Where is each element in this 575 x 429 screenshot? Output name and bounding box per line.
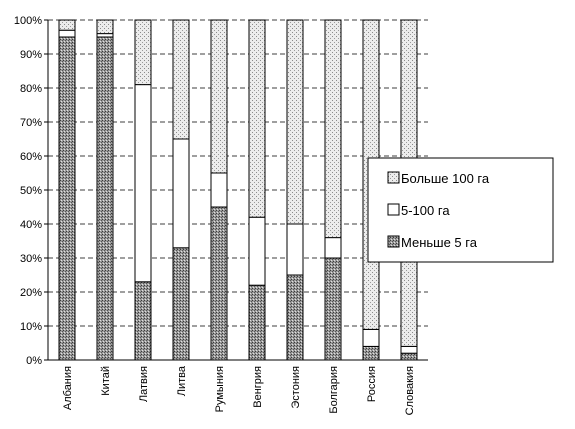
y-tick-label: 0% bbox=[26, 355, 42, 367]
bar-white-segment bbox=[362, 328, 380, 347]
bar-light-segment bbox=[286, 19, 304, 225]
x-tick-label: Латвия bbox=[138, 366, 150, 402]
bar-dark-segment bbox=[134, 281, 152, 361]
legend-label: 5-100 га bbox=[401, 203, 450, 218]
legend-swatch bbox=[387, 235, 400, 248]
bar-light-segment bbox=[172, 19, 190, 140]
axes: 0% 10% 20% 30% 40% 50% 60% 70% 80% 90% 100% Албания… bbox=[14, 15, 428, 415]
x-tick-label: Венгрия bbox=[252, 366, 264, 408]
x-tick-label: Россия bbox=[366, 366, 378, 402]
bar-dark-segment bbox=[286, 274, 304, 361]
bars bbox=[58, 19, 418, 361]
legend-swatch bbox=[387, 171, 400, 184]
x-tick-label: Эстония bbox=[290, 366, 302, 409]
bar-dark-segment bbox=[248, 284, 266, 361]
bar-dark-segment bbox=[362, 345, 380, 361]
x-tick-label: Литва bbox=[176, 365, 188, 396]
legend-label: Меньше 5 га bbox=[401, 235, 478, 250]
bar-white-segment bbox=[58, 29, 76, 38]
bar-dark-segment bbox=[210, 206, 228, 361]
bar-light-segment bbox=[96, 19, 114, 35]
bar-white-segment bbox=[400, 345, 418, 354]
y-tick-label: 20% bbox=[20, 287, 42, 299]
bar-dark-segment bbox=[324, 257, 342, 361]
bar-white-segment bbox=[286, 223, 304, 276]
x-tick-label: Албания bbox=[62, 366, 74, 410]
x-tick-label: Румыния bbox=[214, 366, 226, 412]
y-tick-label: 90% bbox=[20, 49, 42, 61]
y-tick-label: 10% bbox=[20, 321, 42, 333]
y-tick-label: 50% bbox=[20, 185, 42, 197]
x-tick-label: Болгария bbox=[328, 366, 340, 414]
bar-white-segment bbox=[248, 216, 266, 286]
bar-dark-segment bbox=[400, 352, 418, 361]
bar-light-segment bbox=[134, 19, 152, 86]
y-tick-label: 60% bbox=[20, 151, 42, 163]
x-tick-label: Китай bbox=[100, 366, 112, 396]
legend-swatch bbox=[387, 203, 400, 216]
y-tick-label: 100% bbox=[14, 15, 42, 27]
bar-white-segment bbox=[96, 33, 114, 38]
y-tick-label: 30% bbox=[20, 253, 42, 265]
legend-label: Больше 100 га bbox=[401, 171, 490, 186]
bar-white-segment bbox=[210, 172, 228, 208]
bar-light-segment bbox=[58, 19, 76, 31]
x-tick-label: Словакия bbox=[404, 366, 416, 415]
y-tick-label: 40% bbox=[20, 219, 42, 231]
bar-dark-segment bbox=[172, 247, 190, 361]
bar-white-segment bbox=[134, 84, 152, 283]
bar-light-segment bbox=[210, 19, 228, 174]
y-tick-label: 70% bbox=[20, 117, 42, 129]
bar-light-segment bbox=[324, 19, 342, 239]
bar-white-segment bbox=[172, 138, 190, 249]
legend: Больше 100 га 5-100 га Меньше 5 га bbox=[367, 157, 554, 263]
bar-dark-segment bbox=[96, 36, 114, 361]
bar-light-segment bbox=[248, 19, 266, 218]
bar-white-segment bbox=[324, 237, 342, 259]
y-tick-label: 80% bbox=[20, 83, 42, 95]
bar-dark-segment bbox=[58, 36, 76, 361]
